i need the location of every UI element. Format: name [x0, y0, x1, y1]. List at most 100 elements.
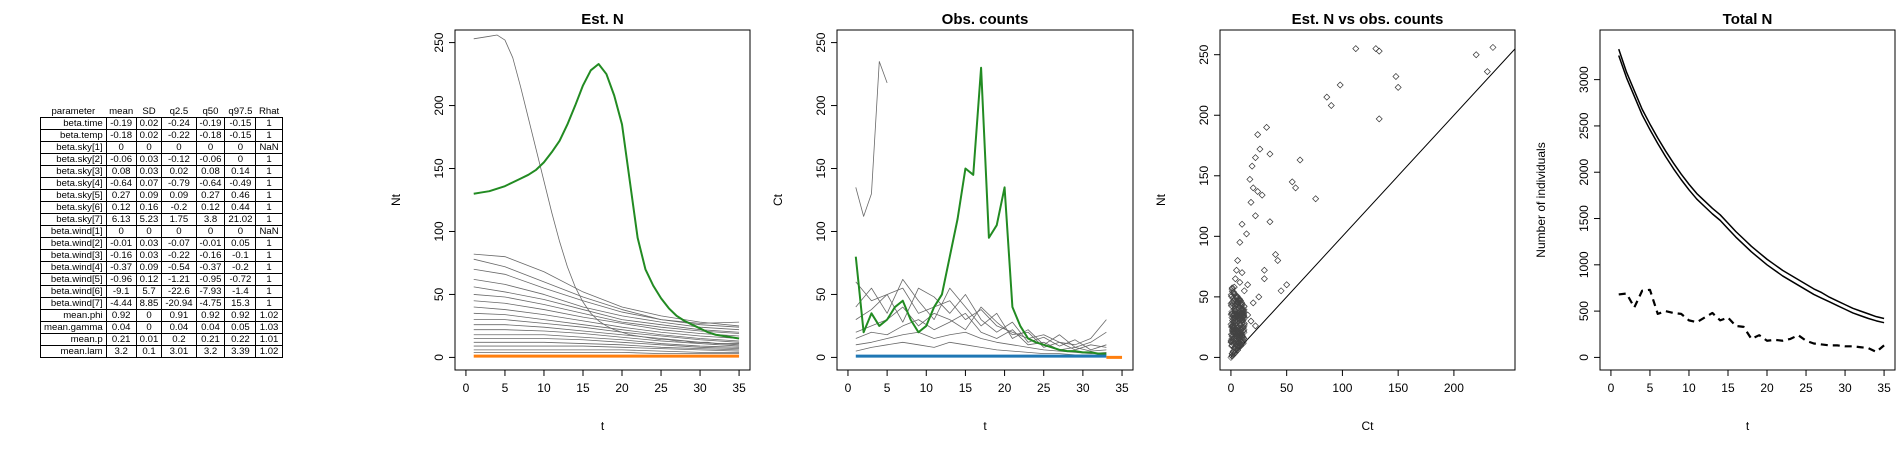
table-cell: -0.24: [161, 117, 197, 130]
scatter-point: [1266, 150, 1274, 158]
scatter-point: [1234, 257, 1242, 265]
table-cell: -0.16: [196, 249, 226, 262]
scatter-point: [1489, 43, 1497, 51]
table-cell: beta.sky[6]: [40, 201, 107, 214]
series-line: [855, 306, 1107, 351]
scatter-point: [1249, 299, 1257, 307]
scatter-point: [1230, 337, 1237, 345]
table-row: beta.wind[1] 0 0 0 0 0 NaN: [40, 225, 283, 238]
chart-panel-2: Obs. counts t Ct 0 5 10 15 20 25 30 35 0 50 100 150 200…: [771, 11, 1134, 433]
scatter-point: [1472, 51, 1480, 59]
table-cell: -0.37: [196, 261, 226, 274]
table-row: beta.wind[6] -9.1 5.7 -22.6 -7.93 -1.4 1: [40, 285, 283, 298]
table-cell: beta.wind[5]: [40, 273, 107, 286]
scatter-point: [1272, 250, 1280, 258]
scatter-point: [1263, 123, 1271, 131]
table-cell: -0.15: [224, 129, 257, 142]
table-cell: 0.04: [196, 321, 226, 334]
scatter-point: [1375, 115, 1383, 123]
scatter-point: [1228, 293, 1235, 300]
table-cell: 0: [161, 141, 197, 154]
series-line: [855, 312, 1107, 352]
x-tick-label: 150: [1388, 381, 1408, 395]
scatter-point: [1483, 68, 1491, 76]
table-cell: beta.wind[4]: [40, 261, 107, 274]
table-cell: -0.19: [106, 117, 137, 130]
table-cell: 0.02: [136, 129, 163, 142]
plot-area: [1227, 43, 1515, 361]
table-cell: 1.75: [161, 213, 197, 226]
x-tick-label: 25: [1799, 381, 1813, 395]
chart-title: Est. N vs obs. counts: [1292, 11, 1444, 28]
series-line: [473, 312, 740, 342]
table-cell: beta.wind[3]: [40, 249, 107, 262]
scatter-point: [1233, 330, 1241, 338]
table-cell: 0: [136, 309, 163, 322]
table-header-cell: parameter: [51, 106, 96, 117]
table-cell: -0.01: [196, 237, 226, 250]
x-tick-label: 10: [920, 381, 934, 395]
scatter-point: [1231, 315, 1238, 323]
table-header-cell: SD: [142, 106, 156, 117]
scatter-point: [1231, 343, 1239, 351]
x-axis-label: t: [601, 419, 605, 433]
scatter-point: [1233, 298, 1241, 306]
scatter-point: [1233, 322, 1241, 330]
table-cell: 1.01: [259, 334, 279, 345]
table-row: beta.sky[5] 0.27 0.09 0.09 0.27 0.46 1: [40, 189, 283, 202]
series-line: [473, 334, 740, 348]
scatter-point: [1232, 307, 1240, 314]
table-cell: 0.04: [161, 321, 197, 334]
table-cell: 0.12: [136, 273, 163, 286]
table-cell: 0.22: [224, 333, 257, 346]
chart-panel-4: Total N t Number of individuals 0 5 10 15 20 25 3…: [1534, 11, 1896, 433]
table-cell: 21.02: [224, 213, 257, 226]
chart-title: Total N: [1723, 11, 1773, 28]
scatter-point: [1239, 308, 1246, 316]
table-cell: 0.27: [196, 189, 226, 202]
scatter-point: [1238, 269, 1246, 277]
y-tick-label: 1500: [1577, 205, 1591, 232]
scatter-point: [1260, 275, 1268, 283]
table-cell: 0: [224, 141, 257, 154]
series-line: [473, 329, 740, 347]
x-tick-label: 100: [1332, 381, 1352, 395]
plot-area: [1618, 48, 1885, 353]
series-line: [473, 294, 740, 334]
table-cell: 1: [266, 130, 272, 141]
series-line: [855, 287, 1107, 351]
table-cell: -0.19: [196, 117, 226, 130]
table-cell: mean.phi: [40, 309, 107, 322]
scatter-point: [1255, 293, 1263, 301]
table-cell: -0.07: [161, 237, 197, 250]
series-line: [473, 351, 740, 355]
table-cell: 0: [136, 225, 163, 238]
table-row: mean.p 0.21 0.01 0.2 0.21 0.22 1.01: [40, 333, 283, 346]
table-cell: 0.21: [196, 333, 226, 346]
table-cell: 1: [266, 202, 272, 213]
series-line: [473, 34, 740, 344]
table-cell: 1: [266, 190, 272, 201]
series-line: [855, 278, 1107, 348]
table-cell: 0.07: [136, 177, 163, 190]
y-tick-label: 50: [1197, 290, 1211, 304]
table-row: beta.wind[2] -0.01 0.03 -0.07 -0.01 0.05 1: [40, 237, 283, 250]
scatter-point: [1258, 191, 1266, 199]
scatter-point: [1236, 303, 1244, 311]
scatter-point: [1236, 296, 1244, 304]
table-cell: beta.time: [40, 117, 107, 130]
table-cell: 1: [266, 274, 272, 285]
table-header-cell: q2.5: [169, 106, 189, 117]
series-line: [473, 300, 740, 337]
table-row: beta.sky[7] 6.13 5.23 1.75 3.8 21.02 1: [40, 213, 283, 226]
table-cell: 0.92: [106, 309, 137, 322]
scatter-point: [1232, 321, 1240, 329]
table-cell: 0.08: [196, 165, 226, 178]
series-line: [473, 306, 740, 339]
scatter-point: [1312, 195, 1320, 203]
scatter-point: [1238, 316, 1246, 324]
table-row: beta.sky[6] 0.12 0.16 -0.2 0.12 0.44 1: [40, 201, 283, 214]
table-cell: 0: [196, 225, 226, 238]
y-tick-label: 0: [1197, 354, 1211, 361]
series-line: [1618, 55, 1885, 324]
